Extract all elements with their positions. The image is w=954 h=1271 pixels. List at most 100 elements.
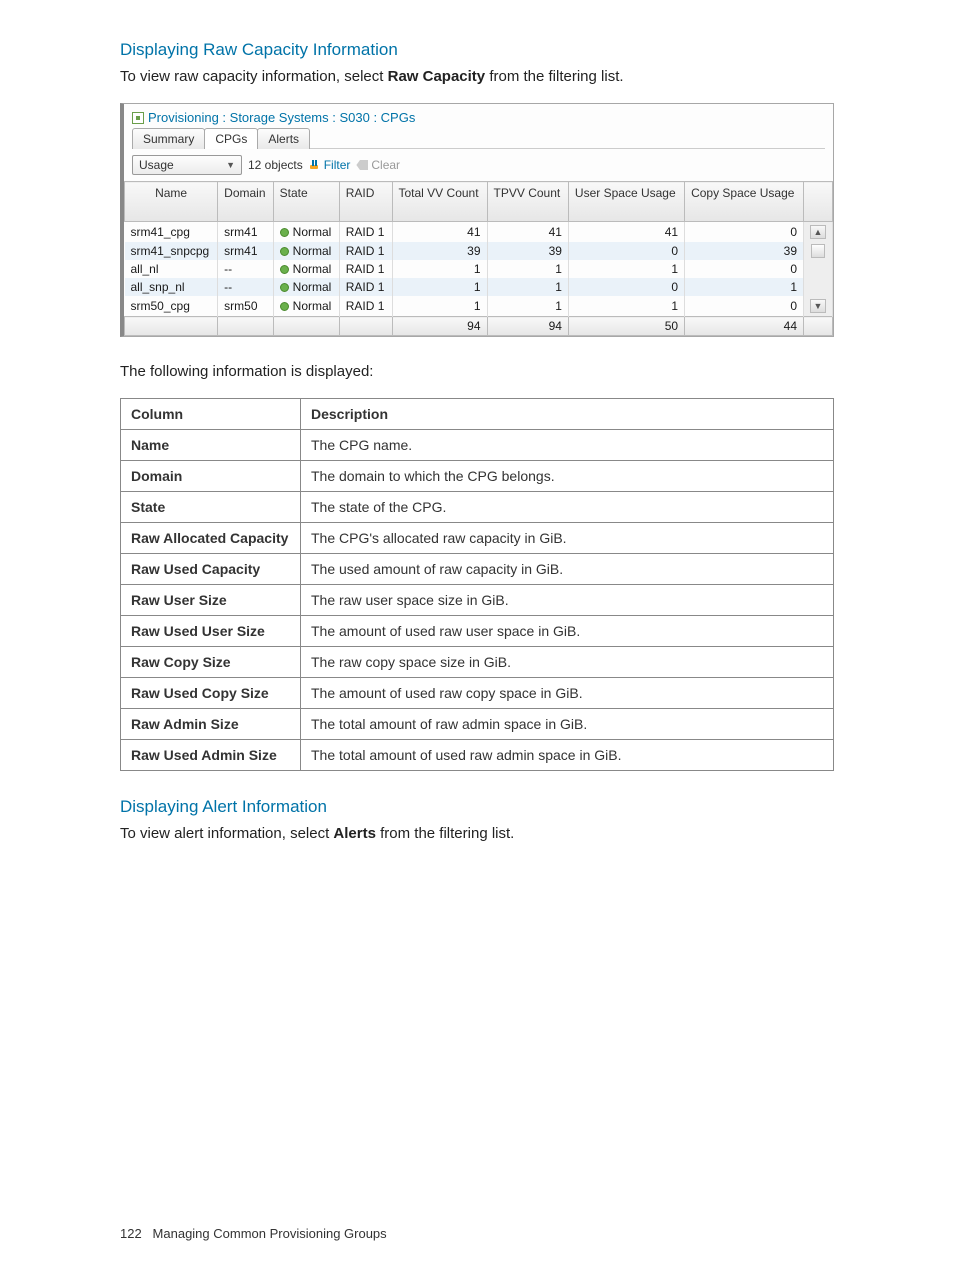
tab-alerts[interactable]: Alerts (257, 128, 310, 149)
desc-col-text: The used amount of raw capacity in GiB. (301, 554, 834, 585)
scroll-down-icon[interactable]: ▼ (810, 299, 826, 313)
cell-total-vv: 41 (392, 222, 487, 243)
scroll-header (804, 182, 833, 222)
col-domain[interactable]: Domain (218, 182, 274, 222)
total-vv-sum: 94 (392, 317, 487, 336)
cell-tpvv: 41 (487, 222, 568, 243)
cell-copy: 0 (685, 222, 804, 243)
desc-intro: The following information is displayed: (120, 363, 834, 380)
col-copy-space[interactable]: Copy Space Usage (685, 182, 804, 222)
desc-col-name: Name (121, 430, 301, 461)
cell-raid: RAID 1 (339, 242, 392, 260)
cell-user: 1 (568, 260, 684, 278)
col-name[interactable]: Name (125, 182, 218, 222)
cell-user: 41 (568, 222, 684, 243)
scrollbar-cell[interactable] (804, 242, 833, 260)
scrollbar-cell[interactable] (804, 278, 833, 296)
cell-copy: 0 (685, 296, 804, 317)
col-raid[interactable]: RAID (339, 182, 392, 222)
cell-copy: 0 (685, 260, 804, 278)
table-row[interactable]: all_nl--NormalRAID 11110 (125, 260, 833, 278)
desc-col-text: The CPG name. (301, 430, 834, 461)
cell-state: Normal (273, 222, 339, 243)
col-state[interactable]: State (273, 182, 339, 222)
page-footer: 122 Managing Common Provisioning Groups (120, 1226, 387, 1241)
desc-col-text: The domain to which the CPG belongs. (301, 461, 834, 492)
state-dot-icon (280, 283, 289, 292)
table-row[interactable]: srm41_snpcpgsrm41NormalRAID 13939039 (125, 242, 833, 260)
cell-total-vv: 1 (392, 278, 487, 296)
tab-cpgs[interactable]: CPGs (204, 128, 258, 149)
table-row[interactable]: all_snp_nl--NormalRAID 11101 (125, 278, 833, 296)
scroll-up-icon[interactable]: ▲ (810, 225, 826, 239)
col-tpvv[interactable]: TPVV Count (487, 182, 568, 222)
scrollbar-cell[interactable] (804, 260, 833, 278)
state-dot-icon (280, 265, 289, 274)
desc-col-name: Raw Used Copy Size (121, 678, 301, 709)
cell-domain: srm50 (218, 296, 274, 317)
cell-state: Normal (273, 260, 339, 278)
desc-col-text: The amount of used raw user space in GiB… (301, 616, 834, 647)
desc-col-name: Raw User Size (121, 585, 301, 616)
cell-domain: srm41 (218, 242, 274, 260)
desc-col-text: The raw user space size in GiB. (301, 585, 834, 616)
tpvv-sum: 94 (487, 317, 568, 336)
panel-breadcrumb: Provisioning : Storage Systems : S030 : … (124, 104, 833, 127)
tab-summary[interactable]: Summary (132, 128, 205, 149)
dropdown-label: Usage (139, 158, 174, 172)
intro-bold: Raw Capacity (388, 68, 486, 85)
cell-name: srm50_cpg (125, 296, 218, 317)
desc-col-text: The raw copy space size in GiB. (301, 647, 834, 678)
alert-intro: To view alert information, select Alerts… (120, 825, 834, 842)
filter-link[interactable]: Filter (309, 158, 351, 172)
section-heading-raw-capacity: Displaying Raw Capacity Information (120, 40, 834, 60)
desc-row: Raw Used Admin SizeThe total amount of u… (121, 740, 834, 771)
clear-label: Clear (371, 158, 400, 172)
totals-row: 94 94 50 44 (125, 317, 833, 336)
user-sum: 50 (568, 317, 684, 336)
cell-name: all_nl (125, 260, 218, 278)
panel-icon (132, 112, 144, 124)
state-dot-icon (280, 302, 289, 311)
cell-total-vv: 39 (392, 242, 487, 260)
scrollbar-cell[interactable]: ▼ (804, 296, 833, 317)
cell-total-vv: 1 (392, 260, 487, 278)
cell-tpvv: 1 (487, 278, 568, 296)
usage-dropdown[interactable]: Usage ▼ (132, 155, 242, 175)
desc-row: Raw User SizeThe raw user space size in … (121, 585, 834, 616)
cell-copy: 39 (685, 242, 804, 260)
scrollbar-cell[interactable]: ▲ (804, 222, 833, 243)
cpg-panel: Provisioning : Storage Systems : S030 : … (120, 103, 834, 337)
cell-raid: RAID 1 (339, 278, 392, 296)
object-count: 12 objects (248, 158, 303, 172)
desc-col-name: State (121, 492, 301, 523)
copy-sum: 44 (685, 317, 804, 336)
scroll-thumb[interactable] (811, 244, 825, 258)
cell-name: all_snp_nl (125, 278, 218, 296)
filter-icon (309, 159, 321, 171)
intro-text: To view raw capacity information, select… (120, 68, 834, 85)
table-row[interactable]: srm50_cpgsrm50NormalRAID 11110▼ (125, 296, 833, 317)
cell-domain: -- (218, 278, 274, 296)
chapter-title: Managing Common Provisioning Groups (153, 1226, 387, 1241)
cell-domain: srm41 (218, 222, 274, 243)
col-total-vv[interactable]: Total VV Count (392, 182, 487, 222)
table-row[interactable]: srm41_cpgsrm41NormalRAID 14141410▲ (125, 222, 833, 243)
cell-state: Normal (273, 278, 339, 296)
cell-raid: RAID 1 (339, 260, 392, 278)
cell-name: srm41_cpg (125, 222, 218, 243)
cell-tpvv: 1 (487, 260, 568, 278)
col-user-space[interactable]: User Space Usage (568, 182, 684, 222)
desc-row: StateThe state of the CPG. (121, 492, 834, 523)
intro-prefix: To view raw capacity information, select (120, 68, 388, 85)
filter-row: Usage ▼ 12 objects Filter Clear (124, 149, 833, 181)
cell-user: 0 (568, 278, 684, 296)
desc-header-column: Column (121, 399, 301, 430)
desc-col-name: Raw Used User Size (121, 616, 301, 647)
desc-col-name: Raw Admin Size (121, 709, 301, 740)
cell-domain: -- (218, 260, 274, 278)
clear-link[interactable]: Clear (356, 158, 400, 172)
cell-state: Normal (273, 296, 339, 317)
cell-raid: RAID 1 (339, 296, 392, 317)
desc-row: NameThe CPG name. (121, 430, 834, 461)
